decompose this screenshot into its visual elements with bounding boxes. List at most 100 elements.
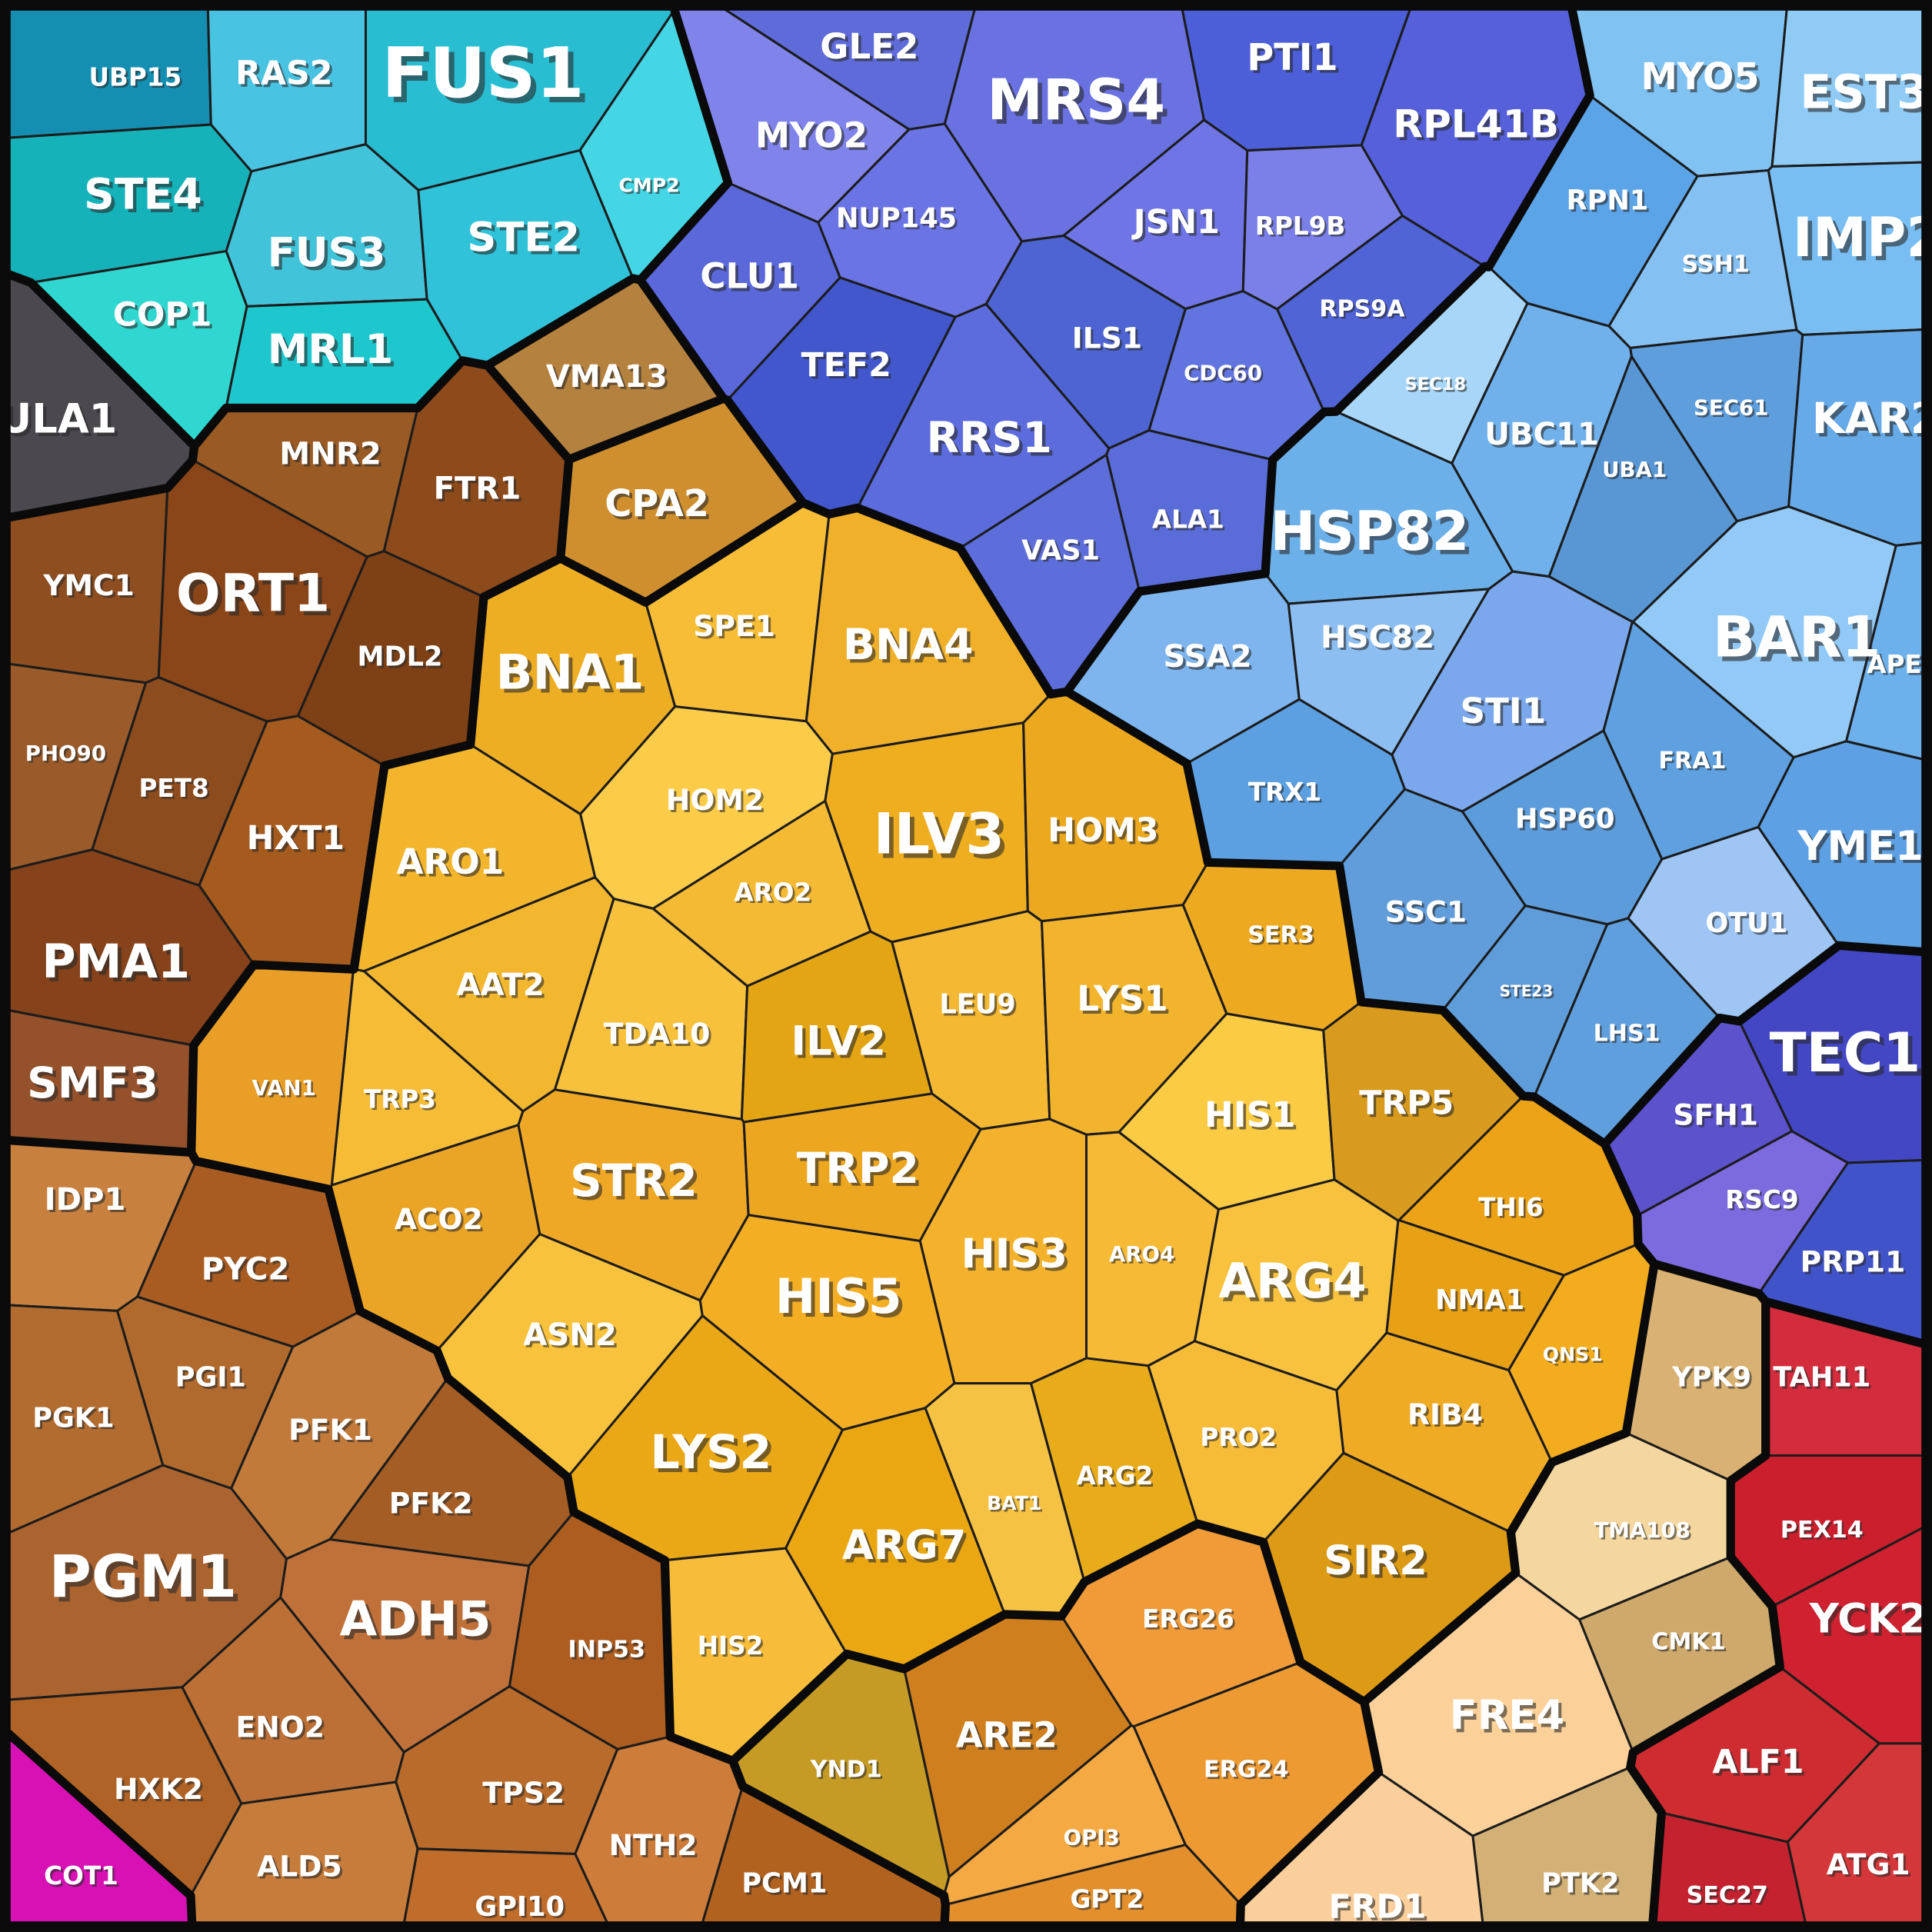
- cell-label-STR2: STR2: [570, 1154, 698, 1207]
- cell-label-ORT1: ORT1: [176, 563, 330, 624]
- cell-label-shadow-TRP2: TRP2: [800, 1148, 922, 1197]
- cell-label-HXT1: HXT1: [247, 819, 345, 858]
- cell-label-shadow-ENO2: ENO2: [238, 1713, 328, 1747]
- cell-label-shadow-SSA2: SSA2: [1166, 641, 1254, 677]
- cell-label-PHO90: PHO90: [25, 741, 106, 766]
- cell-label-shadow-CMP2: CMP2: [621, 176, 681, 198]
- cell-label-COT1: COT1: [44, 1861, 118, 1890]
- cell-label-ARG7: ARG7: [842, 1522, 966, 1569]
- cell-label-FUS1: FUS1: [381, 33, 584, 114]
- cell-label-shadow-HIS3: HIS3: [964, 1234, 1071, 1281]
- cell-label-shadow-HSP60: HSP60: [1517, 805, 1617, 837]
- cell-label-shadow-ASN2: ASN2: [525, 1320, 619, 1355]
- cell-label-SEC61: SEC61: [1694, 395, 1768, 421]
- cell-label-shadow-PRP11: PRP11: [1803, 1247, 1908, 1281]
- cell-label-STI1: STI1: [1461, 691, 1547, 731]
- cell-label-RPS9A: RPS9A: [1319, 295, 1405, 322]
- cell-label-shadow-SSH1: SSH1: [1684, 253, 1751, 280]
- cell-label-shadow-ARG2: ARG2: [1078, 1464, 1155, 1493]
- cell-label-VMA13: VMA13: [546, 359, 668, 395]
- cell-label-PTI1: PTI1: [1247, 37, 1337, 79]
- cell-label-shadow-SPE1: SPE1: [695, 611, 778, 645]
- cell-label-shadow-ILV2: ILV2: [794, 1021, 890, 1068]
- cell-label-HIS5: HIS5: [775, 1268, 902, 1324]
- cell-label-RPN1: RPN1: [1567, 185, 1649, 217]
- cell-label-shadow-YND1: YND1: [811, 1758, 884, 1785]
- cell-label-YME1: YME1: [1797, 823, 1923, 870]
- cell-label-shadow-TAH11: TAH11: [1775, 1364, 1873, 1395]
- cell-label-shadow-COP1: COP1: [115, 298, 215, 337]
- cell-label-FRE4: FRE4: [1450, 1692, 1564, 1739]
- cell-EST3[interactable]: [1770, 0, 1932, 168]
- cell-label-shadow-STE4: STE4: [87, 174, 205, 223]
- cell-label-RRS1: RRS1: [926, 414, 1051, 463]
- cell-label-BNA1: BNA1: [496, 645, 645, 701]
- cell-label-shadow-ERG24: ERG24: [1206, 1758, 1291, 1785]
- cell-label-BNA4: BNA4: [843, 621, 974, 670]
- cell-label-UBC11: UBC11: [1484, 417, 1599, 452]
- cell-label-PFK2: PFK2: [389, 1486, 473, 1520]
- cell-label-HXK2: HXK2: [114, 1772, 203, 1806]
- cell-label-GPT2: GPT2: [1071, 1884, 1144, 1914]
- cell-label-ILV2: ILV2: [791, 1018, 886, 1064]
- cell-label-shadow-NMA1: NMA1: [1437, 1287, 1527, 1318]
- cell-label-SPE1: SPE1: [693, 609, 775, 643]
- cell-label-CPA2: CPA2: [605, 483, 709, 525]
- cell-label-TRP3: TRP3: [364, 1084, 436, 1114]
- cell-label-shadow-BAR1: BAR1: [1717, 609, 1886, 675]
- cell-label-LYS1: LYS1: [1077, 978, 1168, 1019]
- cell-label-SIR2: SIR2: [1324, 1537, 1427, 1584]
- cell-label-ARO1: ARO1: [396, 841, 504, 882]
- cell-label-THI6: THI6: [1478, 1193, 1543, 1222]
- cell-label-MYO2: MYO2: [755, 115, 868, 155]
- cell-label-shadow-ATG1: ATG1: [1829, 1850, 1913, 1884]
- cell-label-shadow-HXK2: HXK2: [116, 1774, 205, 1808]
- cell-label-RPL41B: RPL41B: [1393, 101, 1559, 146]
- cell-label-RPL9B: RPL9B: [1255, 212, 1345, 241]
- cell-label-shadow-PTK2: PTK2: [1544, 1870, 1621, 1902]
- cell-label-shadow-HIS2: HIS2: [699, 1634, 765, 1663]
- cell-label-shadow-IDP1: IDP1: [47, 1184, 128, 1220]
- cell-label-STE2: STE2: [467, 214, 580, 261]
- cell-label-YMC1: YMC1: [42, 568, 135, 602]
- cell-label-shadow-FRE4: FRE4: [1453, 1695, 1567, 1742]
- cell-label-EST3: EST3: [1800, 66, 1929, 120]
- cell-label-shadow-TRP5: TRP5: [1362, 1087, 1457, 1125]
- cell-label-shadow-HOM2: HOM2: [668, 785, 766, 819]
- cell-label-RAS2: RAS2: [235, 54, 332, 92]
- cell-label-shadow-MYO5: MYO5: [1644, 59, 1762, 102]
- cell-label-shadow-RSC9: RSC9: [1727, 1188, 1800, 1217]
- cell-label-shadow-SEC27: SEC27: [1688, 1884, 1770, 1910]
- cell-label-shadow-FTR1: FTR1: [436, 474, 524, 509]
- cell-label-shadow-ARG4: ARG4: [1222, 1257, 1370, 1313]
- cell-label-shadow-ACO2: ACO2: [397, 1204, 485, 1238]
- cell-label-shadow-SEC18: SEC18: [1407, 376, 1468, 396]
- cell-label-TRX1: TRX1: [1248, 778, 1321, 807]
- cell-label-shadow-ULA1: ULA1: [2, 399, 121, 446]
- cell-label-SFH1: SFH1: [1673, 1098, 1758, 1131]
- cell-label-HOM2: HOM2: [666, 783, 764, 817]
- cell-label-shadow-TMA108: TMA108: [1596, 1520, 1692, 1545]
- cell-label-ACO2: ACO2: [395, 1202, 483, 1236]
- cell-label-shadow-LHS1: LHS1: [1595, 1022, 1662, 1049]
- cell-label-shadow-PGI1: PGI1: [178, 1364, 248, 1395]
- cell-label-shadow-ILV3: ILV3: [878, 807, 1009, 872]
- cell-label-PMA1: PMA1: [42, 935, 190, 989]
- cell-label-shadow-SER3: SER3: [1250, 924, 1316, 951]
- cell-label-HIS3: HIS3: [961, 1231, 1068, 1277]
- cell-label-NUP145: NUP145: [836, 202, 957, 234]
- cell-label-UBP15: UBP15: [88, 62, 182, 92]
- cell-label-shadow-CPA2: CPA2: [608, 486, 712, 528]
- cell-label-shadow-HXT1: HXT1: [249, 822, 347, 861]
- cell-label-shadow-VAS1: VAS1: [1024, 537, 1102, 568]
- cell-label-MDL2: MDL2: [357, 641, 442, 673]
- cell-label-SSA2: SSA2: [1163, 639, 1251, 675]
- cell-label-shadow-FUS1: FUS1: [388, 38, 590, 119]
- cell-label-shadow-PEX14: PEX14: [1782, 1519, 1865, 1546]
- cell-label-shadow-STE2: STE2: [471, 218, 584, 265]
- cell-GPI10[interactable]: [401, 1847, 613, 1932]
- cell-label-shadow-JSN1: JSN1: [1134, 205, 1222, 244]
- cell-label-shadow-AAT2: AAT2: [459, 970, 547, 1005]
- cell-label-shadow-HIS5: HIS5: [779, 1272, 906, 1328]
